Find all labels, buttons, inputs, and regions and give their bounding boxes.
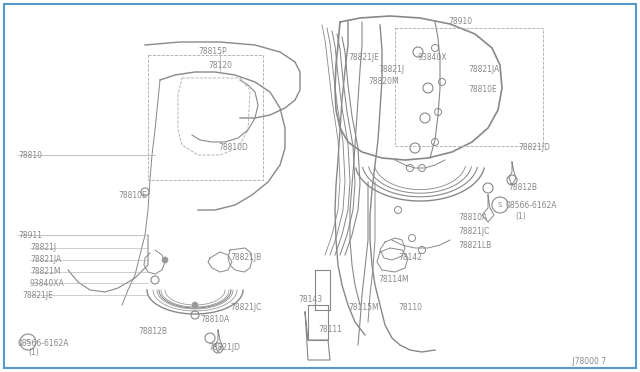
Text: 78821JC: 78821JC — [230, 304, 261, 312]
Text: 78810A: 78810A — [200, 315, 229, 324]
Text: 93840X: 93840X — [418, 54, 447, 62]
Bar — [395, 28, 543, 146]
Text: 78111: 78111 — [318, 326, 342, 334]
Text: 78120: 78120 — [208, 61, 232, 71]
Text: 78821JD: 78821JD — [208, 343, 240, 353]
Text: 78812B: 78812B — [138, 327, 167, 337]
Text: 78143: 78143 — [298, 295, 322, 305]
Circle shape — [192, 302, 198, 308]
Circle shape — [162, 257, 168, 263]
Text: (1): (1) — [515, 212, 525, 221]
Text: .J78000 7: .J78000 7 — [570, 357, 606, 366]
Text: 78114M: 78114M — [378, 276, 408, 285]
Text: 93840XA: 93840XA — [30, 279, 65, 288]
Text: 78810: 78810 — [18, 151, 42, 160]
Text: 78821LB: 78821LB — [458, 241, 492, 250]
Text: 08566-6162A: 08566-6162A — [505, 201, 557, 209]
Text: 78110: 78110 — [398, 304, 422, 312]
Text: 78810E: 78810E — [118, 192, 147, 201]
Text: 78821JD: 78821JD — [518, 144, 550, 153]
Text: 78821JC: 78821JC — [458, 228, 490, 237]
Text: 78810D: 78810D — [218, 144, 248, 153]
Text: S: S — [26, 339, 30, 345]
Text: 78815P: 78815P — [198, 48, 227, 57]
Text: S: S — [498, 202, 502, 208]
Text: 78821J: 78821J — [30, 244, 56, 253]
Text: 78821J: 78821J — [378, 65, 404, 74]
Text: 08566-6162A: 08566-6162A — [18, 339, 70, 347]
Text: 78821JE: 78821JE — [348, 54, 379, 62]
Text: 78810A: 78810A — [458, 214, 487, 222]
Text: 78810E: 78810E — [468, 86, 497, 94]
Text: 78820M: 78820M — [368, 77, 399, 87]
Text: 78821JE: 78821JE — [22, 291, 53, 299]
Bar — [148, 55, 263, 180]
Text: 78821M: 78821M — [30, 267, 61, 276]
Text: 78142: 78142 — [398, 253, 422, 263]
Text: 78812B: 78812B — [508, 183, 537, 192]
Text: 78821JB: 78821JB — [230, 253, 261, 263]
Text: 78821JA: 78821JA — [30, 256, 61, 264]
Text: (1): (1) — [28, 349, 39, 357]
Text: 78821JA: 78821JA — [468, 65, 499, 74]
Text: 78911: 78911 — [18, 231, 42, 240]
Text: 78115M: 78115M — [348, 304, 379, 312]
Text: 78910: 78910 — [448, 17, 472, 26]
